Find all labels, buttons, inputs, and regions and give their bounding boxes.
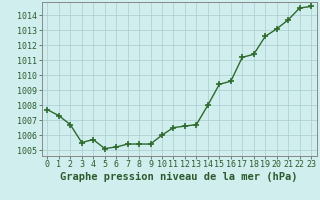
X-axis label: Graphe pression niveau de la mer (hPa): Graphe pression niveau de la mer (hPa) [60, 172, 298, 182]
